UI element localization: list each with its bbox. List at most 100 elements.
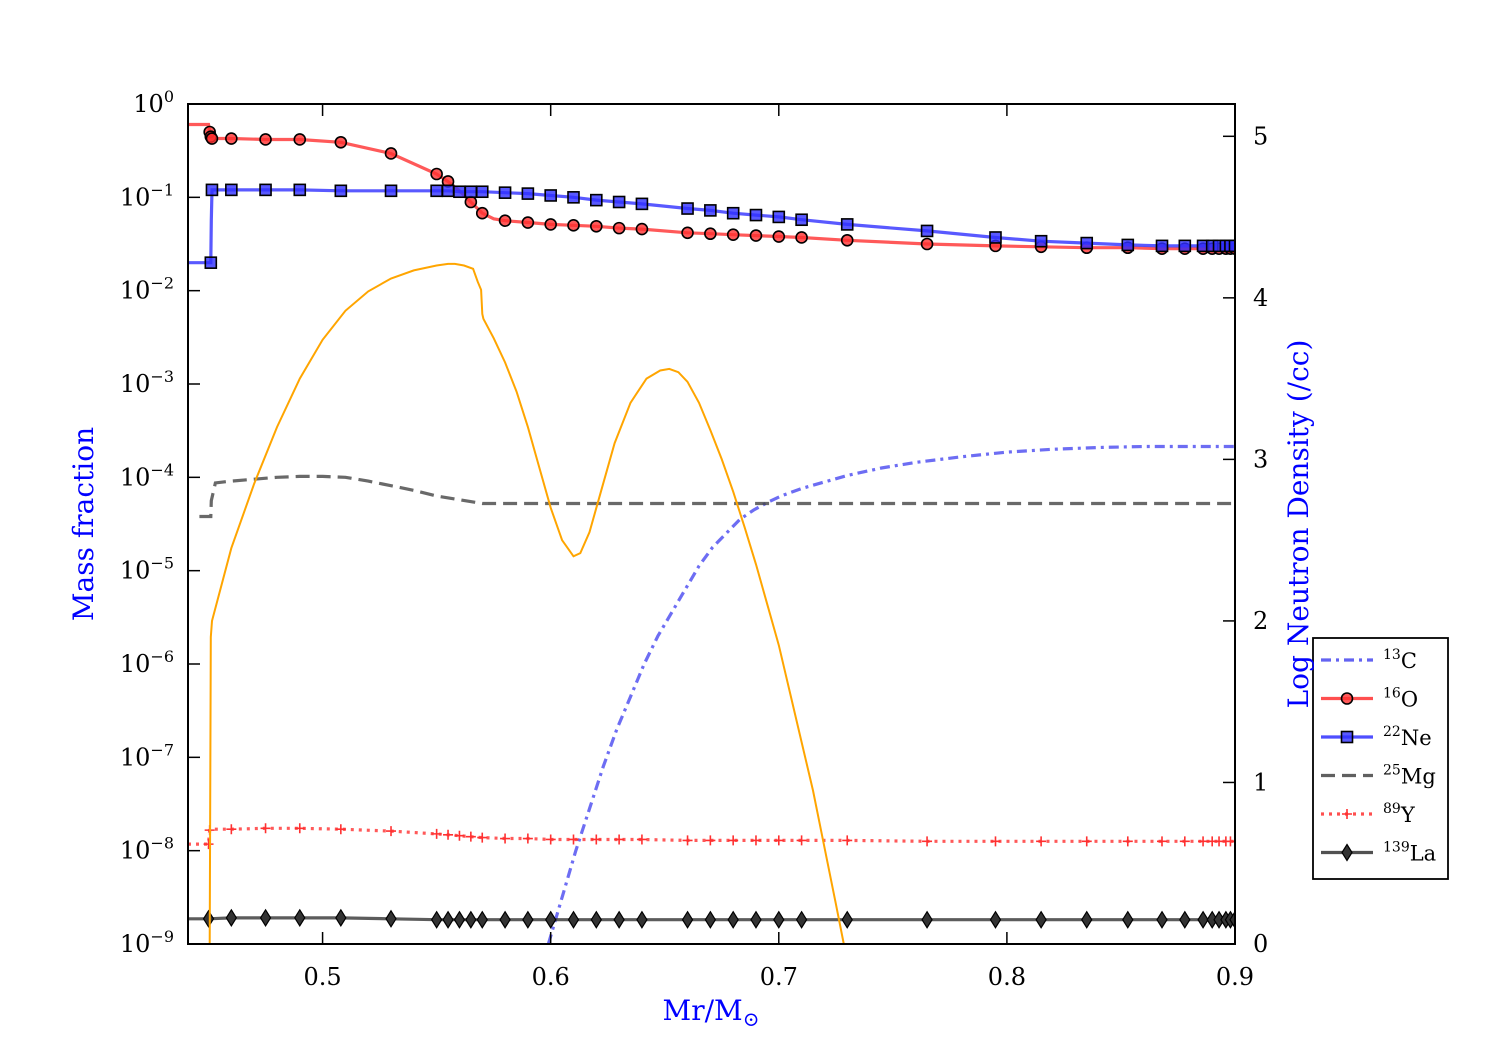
data-point [202, 909, 215, 928]
legend-entry-o: 16O [1321, 686, 1418, 712]
data-point [750, 910, 762, 929]
data-point [795, 231, 808, 244]
y-left-tick-label: 10−1 [120, 180, 174, 211]
x-tick-label: 0.6 [532, 963, 570, 991]
data-point [990, 836, 1001, 847]
y-left-tick-label: 10−6 [120, 647, 174, 678]
data-point [1198, 836, 1209, 847]
data-point [1122, 910, 1134, 929]
data-point [636, 834, 647, 845]
data-point [475, 185, 489, 199]
data-point [591, 834, 602, 845]
data-point [204, 256, 218, 269]
data-point [726, 228, 740, 241]
data-point [522, 910, 534, 929]
data-point [384, 184, 398, 198]
data-point [521, 216, 535, 229]
legend-label: 89Y [1383, 801, 1416, 827]
data-point [841, 910, 853, 929]
series-line [208, 262, 845, 944]
data-point [635, 197, 649, 211]
y-left-tick-label: 10−3 [120, 367, 174, 398]
data-point [335, 824, 346, 835]
data-point [430, 184, 443, 198]
data-point [795, 910, 808, 929]
data-point [1036, 836, 1047, 847]
y-left-tick-label: 10−4 [120, 460, 174, 491]
data-point [225, 908, 238, 927]
data-point [1228, 239, 1235, 253]
series-neutron-density [208, 262, 845, 944]
data-point [773, 910, 785, 929]
data-point [704, 204, 717, 217]
legend-label: 16O [1383, 686, 1418, 712]
data-point [749, 208, 763, 222]
data-point [334, 135, 348, 149]
data-point [922, 836, 933, 847]
data-point [612, 221, 626, 235]
data-point [705, 835, 716, 846]
data-point [544, 218, 557, 231]
data-point [205, 132, 219, 145]
right-axis-title: Log Neutron Density (/cc) [1282, 340, 1315, 709]
series-la-139 [188, 908, 1235, 929]
series-line [199, 474, 1235, 519]
data-point [1081, 836, 1092, 847]
series-ne-22 [188, 183, 1235, 269]
legend: 13C 16O 22Ne 25Mg 89Y 139La [1312, 637, 1449, 880]
legend-marker [1342, 809, 1352, 819]
data-point [1034, 234, 1048, 248]
data-point [476, 910, 488, 929]
data-point [749, 229, 763, 242]
data-point [544, 189, 557, 202]
data-point [773, 835, 784, 846]
y-left-tick-label: 10−5 [120, 554, 174, 585]
data-point [384, 147, 398, 160]
data-point [1178, 239, 1192, 253]
legend-entry-y: 89Y [1321, 801, 1416, 827]
data-point [293, 133, 307, 146]
data-point [334, 184, 348, 198]
data-point [442, 910, 454, 929]
data-point [475, 206, 489, 220]
data-point [750, 835, 761, 846]
data-point [796, 835, 807, 846]
legend-entry-la: 139La [1321, 840, 1436, 866]
data-point [1080, 236, 1094, 250]
data-point [1122, 836, 1133, 847]
series-c-13 [546, 444, 1235, 944]
data-point [293, 183, 307, 197]
data-point [1121, 238, 1135, 252]
data-point [1155, 239, 1169, 253]
data-point [259, 908, 272, 927]
data-point [614, 834, 625, 845]
data-point [465, 831, 476, 842]
y-left-tick-label: 100 [133, 87, 174, 118]
data-point [225, 183, 238, 197]
x-tick-label: 0.8 [988, 963, 1026, 991]
y-right-tick-label: 5 [1253, 122, 1268, 150]
data-point [259, 133, 272, 146]
data-point [226, 824, 237, 835]
data-point [498, 186, 512, 199]
data-point [453, 910, 466, 929]
data-point [1156, 910, 1168, 929]
y-left-tick-label: 10−8 [120, 834, 174, 865]
data-point [681, 202, 694, 215]
legend-label: 139La [1383, 840, 1436, 866]
data-point [590, 193, 603, 207]
data-point [567, 910, 580, 929]
legend-entry-c: 13C [1321, 647, 1417, 673]
data-point [259, 183, 272, 197]
data-point [454, 830, 465, 841]
data-point [613, 910, 625, 929]
data-point [921, 910, 933, 929]
data-point [498, 214, 512, 227]
x-tick-label: 0.9 [1216, 963, 1254, 991]
data-point [635, 222, 649, 236]
data-point [920, 237, 934, 251]
data-point [1197, 910, 1209, 929]
data-point [386, 826, 397, 837]
legend-marker [1340, 692, 1354, 705]
data-point [795, 213, 808, 227]
